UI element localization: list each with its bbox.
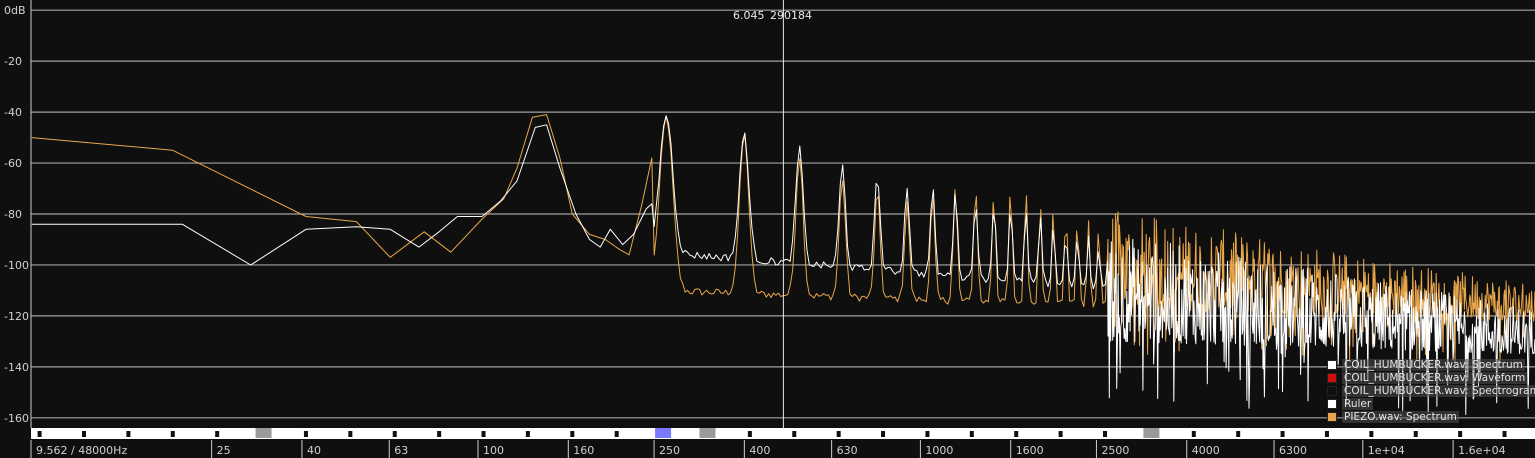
ruler-tick-marker[interactable] bbox=[881, 431, 886, 437]
y-tick-label: -20 bbox=[4, 55, 22, 68]
legend-swatch bbox=[1327, 411, 1337, 422]
y-tick-label: -80 bbox=[4, 208, 22, 221]
ruler-band bbox=[31, 428, 1535, 439]
ruler-tick-marker[interactable] bbox=[481, 431, 486, 437]
legend-item-coil-spectrogram[interactable]: COIL_HUMBUCKER.wav: Spectrogram bbox=[1327, 384, 1535, 397]
ruler-tick-marker[interactable] bbox=[1058, 431, 1063, 437]
ruler-tick-marker[interactable] bbox=[303, 431, 308, 437]
cursor-y-readout: 290184 bbox=[770, 9, 812, 22]
x-tick-label: 400 bbox=[749, 444, 770, 457]
ruler-tick-marker[interactable] bbox=[1280, 431, 1285, 437]
ruler-tick-marker[interactable] bbox=[37, 431, 42, 437]
y-tick-label: -140 bbox=[4, 361, 29, 374]
ruler-tick-marker[interactable] bbox=[437, 431, 442, 437]
ruler-band-marker[interactable] bbox=[1143, 428, 1160, 438]
ruler-tick-marker[interactable] bbox=[1014, 431, 1019, 437]
legend-swatch bbox=[1327, 372, 1337, 383]
legend-item-piezo-spectrum[interactable]: PIEZO.wav: Spectrum bbox=[1327, 410, 1459, 423]
series-layer bbox=[31, 114, 1535, 415]
y-tick-label: 0dB bbox=[4, 4, 26, 17]
x-tick-label: 40 bbox=[307, 444, 321, 457]
ruler-band-marker[interactable] bbox=[655, 428, 672, 438]
ruler-tick-marker[interactable] bbox=[1324, 431, 1329, 437]
x-tick-label: 4000 bbox=[1192, 444, 1220, 457]
ruler-label-band bbox=[31, 439, 1535, 458]
ruler-tick-marker[interactable] bbox=[392, 431, 397, 437]
legend-label: COIL_HUMBUCKER.wav: Spectrogram bbox=[1342, 384, 1535, 397]
x-tick-label: 1600 bbox=[1016, 444, 1044, 457]
ruler-tick-marker[interactable] bbox=[215, 431, 220, 437]
ruler-tick-marker[interactable] bbox=[126, 431, 131, 437]
ruler-tick-marker[interactable] bbox=[969, 431, 974, 437]
ruler-tick-marker[interactable] bbox=[1369, 431, 1374, 437]
x-tick-label: 630 bbox=[837, 444, 858, 457]
legend-item-coil-waveform[interactable]: COIL_HUMBUCKER.wav: Waveform bbox=[1327, 371, 1528, 384]
x-resolution-label: 9.562 / 48000Hz bbox=[36, 444, 127, 457]
ruler-tick-marker[interactable] bbox=[792, 431, 797, 437]
x-tick-label: 250 bbox=[659, 444, 680, 457]
ruler-tick-marker[interactable] bbox=[570, 431, 575, 437]
ruler-tick-marker[interactable] bbox=[170, 431, 175, 437]
y-tick-label: -40 bbox=[4, 106, 22, 119]
y-tick-label: -100 bbox=[4, 259, 29, 272]
legend-label: PIEZO.wav: Spectrum bbox=[1342, 410, 1459, 423]
x-tick-labels: 9.562 / 48000Hz 25 40 63 100 160 250 400 630 1000… bbox=[30, 440, 1506, 458]
x-tick-label: 1e+04 bbox=[1368, 444, 1405, 457]
legend-item-ruler[interactable]: Ruler bbox=[1327, 397, 1374, 410]
ruler-tick-marker[interactable] bbox=[1458, 431, 1463, 437]
ruler-tick-marker[interactable] bbox=[348, 431, 353, 437]
x-tick-label: 2500 bbox=[1101, 444, 1129, 457]
ruler-tick-marker[interactable] bbox=[747, 431, 752, 437]
x-tick-label: 25 bbox=[217, 444, 231, 457]
ruler-tick-marker[interactable] bbox=[1103, 431, 1108, 437]
x-tick-label: 1000 bbox=[925, 444, 953, 457]
x-tick-label: 100 bbox=[483, 444, 504, 457]
legend-swatch bbox=[1327, 359, 1337, 370]
series-line-coil-humbucker bbox=[31, 115, 1535, 415]
legend-swatch bbox=[1327, 385, 1337, 396]
ruler-tick-marker[interactable] bbox=[525, 431, 530, 437]
legend-label: COIL_HUMBUCKER.wav: Spectrum bbox=[1342, 358, 1525, 371]
legend-swatch bbox=[1327, 398, 1337, 409]
ruler-tick-marker[interactable] bbox=[1413, 431, 1418, 437]
x-tick-label: 160 bbox=[573, 444, 594, 457]
y-tick-labels: 0dB -20 -40 -60 -80 -100 -120 -140 -160 bbox=[4, 4, 29, 425]
x-tick-label: 63 bbox=[394, 444, 408, 457]
ruler-band-marker[interactable] bbox=[255, 428, 272, 438]
x-tick-label: 1.6e+04 bbox=[1458, 444, 1505, 457]
cursor-x-readout: 6.045 bbox=[733, 9, 765, 22]
legend-label: COIL_HUMBUCKER.wav: Waveform bbox=[1342, 371, 1528, 384]
ruler-band-marker[interactable] bbox=[699, 428, 716, 438]
legend-item-coil-spectrum[interactable]: COIL_HUMBUCKER.wav: Spectrum bbox=[1327, 358, 1525, 371]
ruler-tick-marker[interactable] bbox=[81, 431, 86, 437]
legend-label: Ruler bbox=[1342, 397, 1374, 410]
frequency-ruler[interactable] bbox=[31, 428, 1535, 458]
y-tick-label: -120 bbox=[4, 310, 29, 323]
ruler-tick-marker[interactable] bbox=[1236, 431, 1241, 437]
ruler-tick-marker[interactable] bbox=[1502, 431, 1507, 437]
ruler-tick-marker[interactable] bbox=[614, 431, 619, 437]
x-tick-label: 6300 bbox=[1279, 444, 1307, 457]
y-tick-label: -160 bbox=[4, 412, 29, 425]
ruler-tick-marker[interactable] bbox=[836, 431, 841, 437]
ruler-tick-marker[interactable] bbox=[1191, 431, 1196, 437]
ruler-tick-marker[interactable] bbox=[925, 431, 930, 437]
y-tick-label: -60 bbox=[4, 157, 22, 170]
